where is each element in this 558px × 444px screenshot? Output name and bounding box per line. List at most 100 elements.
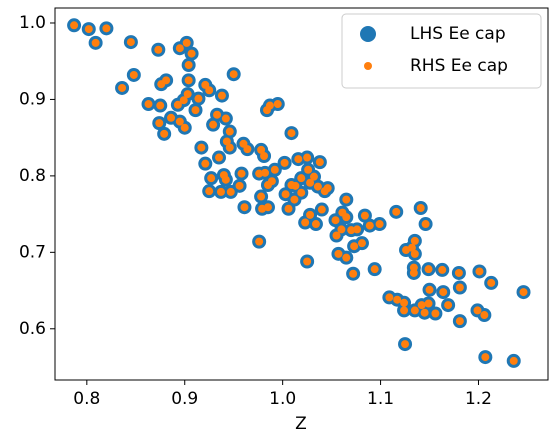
point xyxy=(155,119,164,128)
point xyxy=(331,216,340,225)
point xyxy=(240,203,249,212)
point xyxy=(167,113,176,122)
point xyxy=(91,38,100,47)
point xyxy=(311,220,320,229)
point xyxy=(392,207,401,216)
point xyxy=(370,265,379,274)
point xyxy=(102,24,111,33)
point xyxy=(221,114,230,123)
point xyxy=(84,25,93,34)
point xyxy=(175,44,184,53)
point xyxy=(290,195,299,204)
point xyxy=(255,169,264,178)
point xyxy=(303,257,312,266)
point xyxy=(243,145,252,154)
point xyxy=(201,159,210,168)
point xyxy=(297,188,306,197)
point xyxy=(213,110,222,119)
point xyxy=(350,242,359,251)
point xyxy=(417,301,426,310)
point xyxy=(209,120,218,129)
point xyxy=(431,309,440,318)
x-tick-label: 0.9 xyxy=(171,389,198,409)
point xyxy=(260,152,269,161)
x-tick-label: 0.8 xyxy=(73,389,100,409)
point xyxy=(306,210,315,219)
point xyxy=(255,237,264,246)
point xyxy=(334,249,343,258)
point xyxy=(416,203,425,212)
point xyxy=(267,177,276,186)
point xyxy=(342,195,351,204)
point xyxy=(225,143,234,152)
x-tick-label: 1.1 xyxy=(367,389,394,409)
point xyxy=(480,311,489,320)
x-tick-label: 1.0 xyxy=(269,389,296,409)
point xyxy=(197,143,206,152)
point xyxy=(393,295,402,304)
point xyxy=(375,220,384,229)
legend-marker xyxy=(360,26,376,42)
point xyxy=(444,301,453,310)
point xyxy=(225,127,234,136)
point xyxy=(454,268,463,277)
point xyxy=(410,306,419,315)
point xyxy=(421,220,430,229)
point xyxy=(173,100,182,109)
point xyxy=(257,145,266,154)
point xyxy=(226,187,235,196)
point xyxy=(270,165,279,174)
legend-label: RHS Ee cap xyxy=(410,56,508,76)
point xyxy=(342,213,351,222)
point xyxy=(425,285,434,294)
point xyxy=(332,231,341,240)
point xyxy=(323,184,332,193)
point xyxy=(257,192,266,201)
point xyxy=(184,76,193,85)
y-tick-label: 0.9 xyxy=(19,89,46,109)
point xyxy=(347,226,356,235)
point xyxy=(222,137,231,146)
point xyxy=(353,225,362,234)
point xyxy=(385,293,394,302)
y-tick-label: 0.7 xyxy=(19,242,46,262)
y-tick-label: 0.6 xyxy=(19,319,46,339)
legend-box xyxy=(341,13,542,89)
point xyxy=(216,187,225,196)
legend-label: LHS Ee cap xyxy=(410,24,506,44)
point xyxy=(70,21,79,30)
point xyxy=(118,83,127,92)
point xyxy=(265,101,274,110)
point xyxy=(407,243,416,252)
point xyxy=(281,190,290,199)
point xyxy=(162,76,171,85)
point xyxy=(280,158,289,167)
point xyxy=(129,70,138,79)
point xyxy=(154,45,163,54)
point xyxy=(306,178,315,187)
legend-marker xyxy=(364,62,372,70)
x-tick-label: 1.2 xyxy=(465,389,492,409)
point xyxy=(184,61,193,70)
point xyxy=(481,353,490,362)
point xyxy=(284,204,293,213)
point xyxy=(337,225,346,234)
point xyxy=(273,100,282,109)
point xyxy=(400,306,409,315)
point xyxy=(409,268,418,277)
point xyxy=(294,155,303,164)
point xyxy=(263,203,272,212)
point xyxy=(475,267,484,276)
point xyxy=(217,91,226,100)
point xyxy=(304,165,313,174)
point xyxy=(410,249,419,258)
point xyxy=(235,181,244,190)
point xyxy=(509,356,518,365)
point xyxy=(187,49,196,58)
point xyxy=(144,100,153,109)
point xyxy=(349,269,358,278)
point xyxy=(156,101,165,110)
point xyxy=(175,117,184,126)
point xyxy=(439,288,448,297)
